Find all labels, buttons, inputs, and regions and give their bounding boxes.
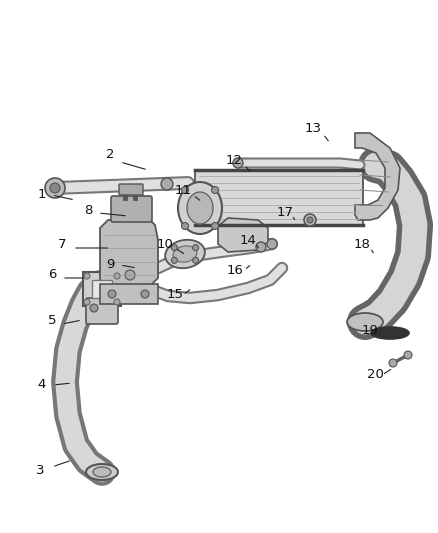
Text: 18: 18: [353, 238, 371, 252]
Circle shape: [181, 222, 188, 230]
Circle shape: [193, 245, 198, 251]
Text: 11: 11: [174, 183, 191, 197]
Text: 20: 20: [367, 368, 383, 382]
Circle shape: [181, 187, 188, 193]
Circle shape: [114, 299, 120, 305]
Text: 3: 3: [36, 464, 44, 477]
Text: 14: 14: [240, 233, 256, 246]
Circle shape: [114, 273, 120, 279]
Text: 17: 17: [276, 206, 293, 219]
Ellipse shape: [165, 240, 205, 268]
Circle shape: [141, 290, 149, 298]
Text: 19: 19: [361, 324, 378, 336]
Text: 1: 1: [38, 189, 46, 201]
Circle shape: [84, 273, 90, 279]
Text: 15: 15: [166, 288, 184, 302]
FancyBboxPatch shape: [111, 196, 152, 222]
Text: 16: 16: [226, 263, 244, 277]
FancyBboxPatch shape: [86, 298, 118, 324]
Ellipse shape: [93, 467, 111, 477]
Circle shape: [233, 158, 243, 168]
Circle shape: [304, 214, 316, 226]
FancyBboxPatch shape: [195, 170, 363, 225]
Circle shape: [404, 351, 412, 359]
Circle shape: [90, 304, 98, 312]
Text: 6: 6: [48, 269, 56, 281]
Text: 10: 10: [156, 238, 173, 252]
Circle shape: [125, 270, 135, 280]
FancyBboxPatch shape: [100, 284, 158, 304]
FancyBboxPatch shape: [83, 272, 121, 306]
Text: 12: 12: [226, 154, 243, 166]
Circle shape: [84, 299, 90, 305]
Text: 8: 8: [84, 204, 92, 216]
Ellipse shape: [173, 246, 197, 262]
Circle shape: [45, 178, 65, 198]
Circle shape: [161, 178, 173, 190]
Text: 5: 5: [48, 313, 56, 327]
Circle shape: [389, 359, 397, 367]
FancyBboxPatch shape: [119, 184, 143, 195]
Circle shape: [256, 242, 266, 252]
Text: 4: 4: [38, 378, 46, 392]
Polygon shape: [355, 133, 400, 220]
Circle shape: [171, 257, 177, 263]
Ellipse shape: [178, 182, 222, 234]
Circle shape: [108, 290, 116, 298]
Polygon shape: [100, 218, 158, 288]
Text: 2: 2: [106, 149, 114, 161]
Ellipse shape: [371, 327, 409, 339]
Text: 9: 9: [106, 259, 114, 271]
Circle shape: [212, 222, 219, 230]
Circle shape: [307, 217, 313, 223]
Circle shape: [50, 183, 60, 193]
Circle shape: [171, 245, 177, 251]
Ellipse shape: [86, 464, 118, 480]
Ellipse shape: [187, 192, 213, 224]
Circle shape: [193, 257, 198, 263]
Circle shape: [212, 187, 219, 193]
FancyBboxPatch shape: [92, 280, 112, 298]
Ellipse shape: [347, 313, 383, 331]
Circle shape: [267, 239, 277, 249]
Text: 13: 13: [304, 122, 321, 134]
Polygon shape: [218, 218, 268, 252]
Text: 7: 7: [58, 238, 66, 252]
